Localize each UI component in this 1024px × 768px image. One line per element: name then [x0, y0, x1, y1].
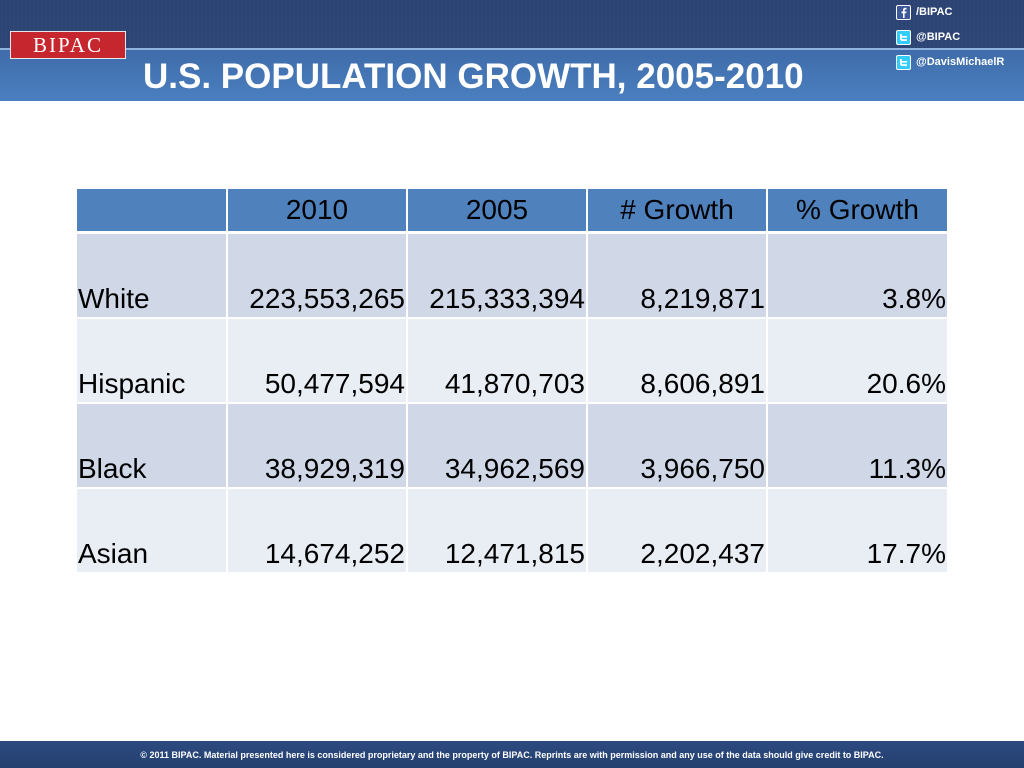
copyright-notice: © 2011 BIPAC. Material presented here is…	[140, 749, 884, 760]
social-item-facebook[interactable]: /BIPAC	[896, 4, 1004, 20]
cell-2005: 215,333,394	[407, 232, 588, 319]
cell-2010: 14,674,252	[227, 488, 408, 574]
cell-pct-growth: 3.8%	[767, 232, 947, 319]
header-texture	[0, 0, 1024, 48]
cell-2010: 50,477,594	[227, 318, 408, 404]
cell-growth: 3,966,750	[587, 403, 768, 489]
twitter-icon	[896, 54, 911, 70]
table-row: Asian 14,674,252 12,471,815 2,202,437 17…	[77, 488, 947, 574]
social-item-twitter-davismichaelr[interactable]: @DavisMichaelR	[896, 54, 1004, 70]
cell-growth: 8,606,891	[587, 318, 768, 404]
twitter-icon	[896, 29, 911, 45]
table-row: White 223,553,265 215,333,394 8,219,871 …	[77, 232, 947, 319]
table-header-row: 2010 2005 # Growth % Growth	[77, 189, 947, 234]
header-divider	[0, 48, 1024, 50]
logo-text: BIPAC	[33, 32, 103, 57]
cell-2005: 12,471,815	[407, 488, 588, 574]
column-header-2010: 2010	[227, 189, 408, 234]
column-header-pct-growth: % Growth	[767, 189, 947, 234]
bipac-logo: BIPAC	[10, 31, 126, 59]
row-label: White	[77, 232, 228, 319]
population-table: 2010 2005 # Growth % Growth White 223,55…	[77, 189, 947, 574]
row-label: Asian	[77, 488, 228, 574]
header-band: BIPAC U.S. POPULATION GROWTH, 2005-2010 …	[0, 0, 1024, 101]
table-row: Black 38,929,319 34,962,569 3,966,750 11…	[77, 403, 947, 489]
column-header-2005: 2005	[407, 189, 588, 234]
social-item-twitter-bipac[interactable]: @BIPAC	[896, 29, 1004, 45]
column-header-growth: # Growth	[587, 189, 768, 234]
cell-pct-growth: 20.6%	[767, 318, 947, 404]
cell-pct-growth: 17.7%	[767, 488, 947, 574]
column-header-group	[77, 189, 228, 234]
cell-2005: 41,870,703	[407, 318, 588, 404]
cell-growth: 8,219,871	[587, 232, 768, 319]
table-row: Hispanic 50,477,594 41,870,703 8,606,891…	[77, 318, 947, 404]
social-links: /BIPAC @BIPAC @DavisMichaelR	[896, 4, 1004, 79]
row-label: Hispanic	[77, 318, 228, 404]
row-label: Black	[77, 403, 228, 489]
cell-2010: 223,553,265	[227, 232, 408, 319]
social-label: @DavisMichaelR	[916, 56, 1005, 68]
cell-growth: 2,202,437	[587, 488, 768, 574]
cell-2005: 34,962,569	[407, 403, 588, 489]
social-label: @BIPAC	[916, 31, 961, 43]
cell-2010: 38,929,319	[227, 403, 408, 489]
facebook-icon	[896, 4, 911, 20]
social-label: /BIPAC	[916, 6, 953, 18]
page-title: U.S. POPULATION GROWTH, 2005-2010	[143, 57, 804, 96]
footer-band: © 2011 BIPAC. Material presented here is…	[0, 741, 1024, 768]
cell-pct-growth: 11.3%	[767, 403, 947, 489]
